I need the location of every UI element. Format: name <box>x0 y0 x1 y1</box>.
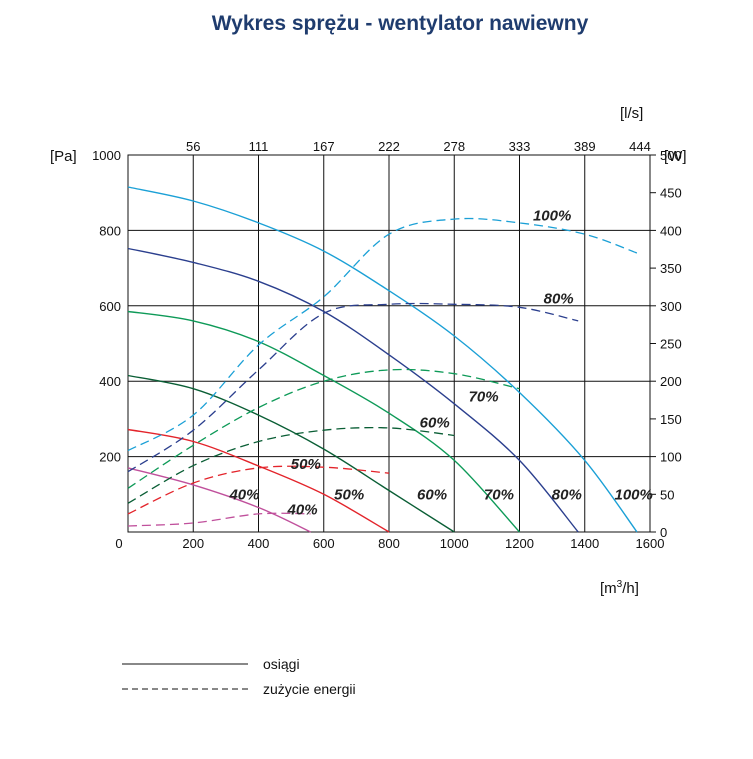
y2-tick-label: 100 <box>660 450 682 465</box>
x2-tick-label: 333 <box>509 139 531 154</box>
legend-label-dashed: zużycie energii <box>263 681 356 697</box>
y2-tick-label: 450 <box>660 186 682 201</box>
power-curve-label: 60% <box>420 415 450 432</box>
y2-tick-label: 500 <box>660 148 682 163</box>
x2-tick-label: 389 <box>574 139 596 154</box>
y-axis-ticks: 200 400 600 800 1000 <box>92 148 121 465</box>
pressure-curve-label: 80% <box>552 486 582 503</box>
power-curve-80pct <box>127 302 579 473</box>
pressure-curve-100pct <box>127 186 638 533</box>
x-tick-label: 1600 <box>636 536 665 551</box>
x-tick-label: 600 <box>313 536 335 551</box>
x-tick-label: 0 <box>115 536 122 551</box>
x-tick-label: 400 <box>248 536 270 551</box>
pressure-curve-70pct <box>127 310 521 533</box>
x2-tick-label: 56 <box>186 139 200 154</box>
x-tick-label: 200 <box>182 536 204 551</box>
y2-axis-unit: [W] <box>664 148 687 165</box>
x2-axis-unit: [l/s] <box>620 105 643 122</box>
y2-tick-label: 250 <box>660 337 682 352</box>
y2-tick-label: 350 <box>660 261 682 276</box>
x2-tick-label: 111 <box>249 139 269 154</box>
power-curve-100pct <box>127 217 638 452</box>
pressure-curve-label: 40% <box>228 486 259 503</box>
y-tick-label: 600 <box>99 299 121 314</box>
power-curve-70pct <box>127 368 520 489</box>
y-tick-label: 400 <box>99 374 121 389</box>
y2-tick-label: 150 <box>660 412 682 427</box>
curve-labels: 100% 80% 70% 60% 50% 40% 100% 80% 70% 60% 50% 40% <box>228 207 652 518</box>
power-curve-label: 40% <box>287 501 318 518</box>
y2-tick-label: 50 <box>660 487 674 502</box>
y-tick-label: 800 <box>99 223 121 238</box>
pressure-curve-40pct <box>127 467 311 533</box>
y2-tick-label: 400 <box>660 223 682 238</box>
power-curve-label: 50% <box>291 456 321 473</box>
x2-axis-ticks: 56 111 167 222 278 333 389 444 <box>186 139 651 154</box>
power-curve-40pct <box>127 512 311 527</box>
pressure-curve-label: 50% <box>334 486 364 503</box>
x2-tick-label: 222 <box>378 139 400 154</box>
power-curve-label: 70% <box>469 388 499 405</box>
x-axis-unit: [m3/h] <box>600 579 639 597</box>
pressure-curve-60pct <box>127 374 455 533</box>
y-tick-label: 200 <box>99 450 121 465</box>
x2-tick-label: 278 <box>443 139 465 154</box>
pressure-curve-label: 60% <box>417 486 447 503</box>
power-curve-60pct <box>127 426 455 504</box>
y2-tick-label: 200 <box>660 374 682 389</box>
x-tick-label: 1200 <box>505 536 534 551</box>
pressure-curve-80pct <box>127 247 579 533</box>
x-tick-label: 800 <box>378 536 400 551</box>
pressure-curve-label: 70% <box>484 486 514 503</box>
x2-tick-label: 444 <box>629 139 651 154</box>
power-curve-50pct <box>127 465 390 515</box>
x-tick-label: 1400 <box>570 536 599 551</box>
y2-tick-label: 0 <box>660 525 667 540</box>
chart-title: Wykres sprężu - wentylator nawiewny <box>212 12 589 35</box>
grid <box>127 154 651 533</box>
y-axis-unit: [Pa] <box>50 148 77 165</box>
x-axis-ticks: 0 200 400 600 800 1000 1200 1400 1600 <box>115 536 664 551</box>
power-curve-label: 80% <box>544 290 574 307</box>
x-tick-label: 1000 <box>440 536 469 551</box>
legend: osiągi zużycie energii <box>122 656 356 697</box>
curves <box>127 186 638 533</box>
power-curve-label: 100% <box>533 207 571 224</box>
legend-label-solid: osiągi <box>263 656 300 672</box>
x2-tick-label: 167 <box>313 139 335 154</box>
pressure-curve-50pct <box>127 428 390 533</box>
y2-tick-label: 300 <box>660 299 682 314</box>
y2-axis-ticks: 0 50 100 150 200 250 300 350 400 450 500 <box>650 148 682 540</box>
y-tick-label: 1000 <box>92 148 121 163</box>
pressure-curve-label: 100% <box>615 486 653 503</box>
